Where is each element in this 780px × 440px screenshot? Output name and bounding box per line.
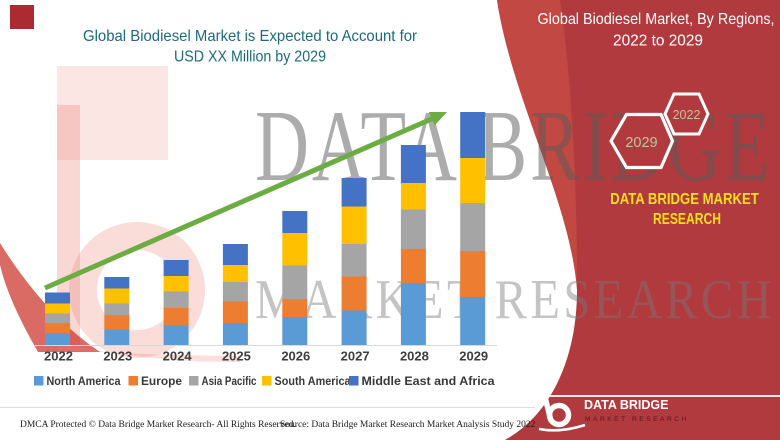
- svg-text:Asia Pacific: Asia Pacific: [202, 374, 257, 388]
- svg-text:MARKET RESEARCH: MARKET RESEARCH: [585, 416, 689, 423]
- svg-text:2022 to 2029: 2022 to 2029: [613, 33, 703, 50]
- svg-text:North America: North America: [47, 374, 121, 388]
- svg-text:2026: 2026: [281, 349, 310, 364]
- svg-text:2028: 2028: [400, 349, 429, 364]
- svg-text:2029: 2029: [459, 349, 488, 364]
- svg-text:2022: 2022: [44, 349, 73, 364]
- svg-text:Europe: Europe: [141, 374, 182, 388]
- svg-text:2024: 2024: [163, 349, 193, 364]
- svg-text:RESEARCH: RESEARCH: [653, 211, 721, 228]
- svg-text:2022: 2022: [673, 108, 701, 122]
- svg-text:2023: 2023: [103, 349, 132, 364]
- svg-text:Global Biodiesel Market is Exp: Global Biodiesel Market is Expected to A…: [83, 28, 417, 45]
- svg-text:2029: 2029: [625, 135, 657, 151]
- svg-text:DATA BRIDGE MARKET: DATA BRIDGE MARKET: [610, 191, 759, 208]
- svg-text:2025: 2025: [222, 349, 251, 364]
- svg-text:Middle East and Africa: Middle East and Africa: [362, 374, 495, 388]
- svg-text:DMCA Protected © Data Bridge M: DMCA Protected © Data Bridge Market Rese…: [20, 419, 296, 430]
- svg-text:Global Biodiesel Market, By Re: Global Biodiesel Market, By Regions,: [538, 11, 775, 28]
- svg-text:DATA BRIDGE: DATA BRIDGE: [584, 398, 669, 412]
- svg-text:2027: 2027: [341, 349, 370, 364]
- svg-text:South America: South America: [275, 374, 351, 388]
- svg-text:USD XX Million by 2029: USD XX Million by 2029: [174, 49, 326, 66]
- svg-text:MARKET RESEARCH: MARKET RESEARCH: [255, 269, 775, 331]
- svg-text:Source: Data Bridge Market Res: Source: Data Bridge Market Research Mark…: [280, 420, 536, 430]
